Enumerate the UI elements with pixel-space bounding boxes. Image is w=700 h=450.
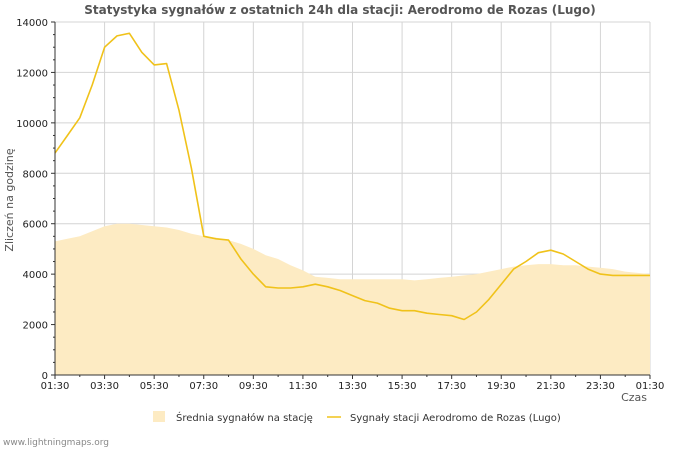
y-tick-label: 6000: [23, 220, 48, 231]
x-tick-label: 01:30: [41, 381, 70, 392]
x-tick-label: 13:30: [338, 381, 367, 392]
y-tick-label: 2000: [23, 321, 48, 332]
legend-label-station: Sygnały stacji Aerodromo de Rozas (Lugo): [350, 413, 561, 424]
x-tick-label: 11:30: [289, 381, 318, 392]
y-tick-label: 12000: [16, 68, 48, 79]
credit-text: www.lightningmaps.org: [3, 438, 109, 448]
x-tick-label: 19:30: [487, 381, 516, 392]
x-axis-label: Czas: [621, 391, 647, 404]
axes: 0 2000 4000 6000 8000 10000 12000 14000 01:30 03:…: [16, 18, 664, 392]
area-layer: [55, 223, 650, 375]
x-tick-label: 07:30: [189, 381, 218, 392]
x-tick-label: 03:30: [90, 381, 119, 392]
series-line-station: [54, 32, 650, 321]
y-tick-label: 10000: [16, 119, 48, 130]
y-tick-label: 14000: [16, 18, 48, 29]
x-tick-label: 15:30: [388, 381, 417, 392]
legend: Średnia sygnałów na stację Sygnały stacj…: [153, 411, 561, 424]
chart-title: Statystyka sygnałów z ostatnich 24h dla …: [84, 3, 596, 17]
y-tick-label: 8000: [23, 169, 48, 180]
x-tick-label: 21:30: [536, 381, 565, 392]
line-layer: [54, 32, 650, 321]
x-tick-label: 17:30: [437, 381, 466, 392]
series-area-average: [55, 223, 650, 375]
y-tick-label: 4000: [23, 270, 48, 281]
legend-swatch-average: [153, 411, 165, 422]
x-tick-label: 05:30: [140, 381, 169, 392]
y-axis-label: Zliczeń na godzinę: [3, 148, 16, 251]
y-tick-label: 0: [42, 371, 48, 382]
x-tick-label: 23:30: [586, 381, 615, 392]
x-tick-label: 09:30: [239, 381, 268, 392]
legend-label-average: Średnia sygnałów na stację: [176, 411, 313, 424]
x-tick-label: 01:30: [636, 381, 665, 392]
